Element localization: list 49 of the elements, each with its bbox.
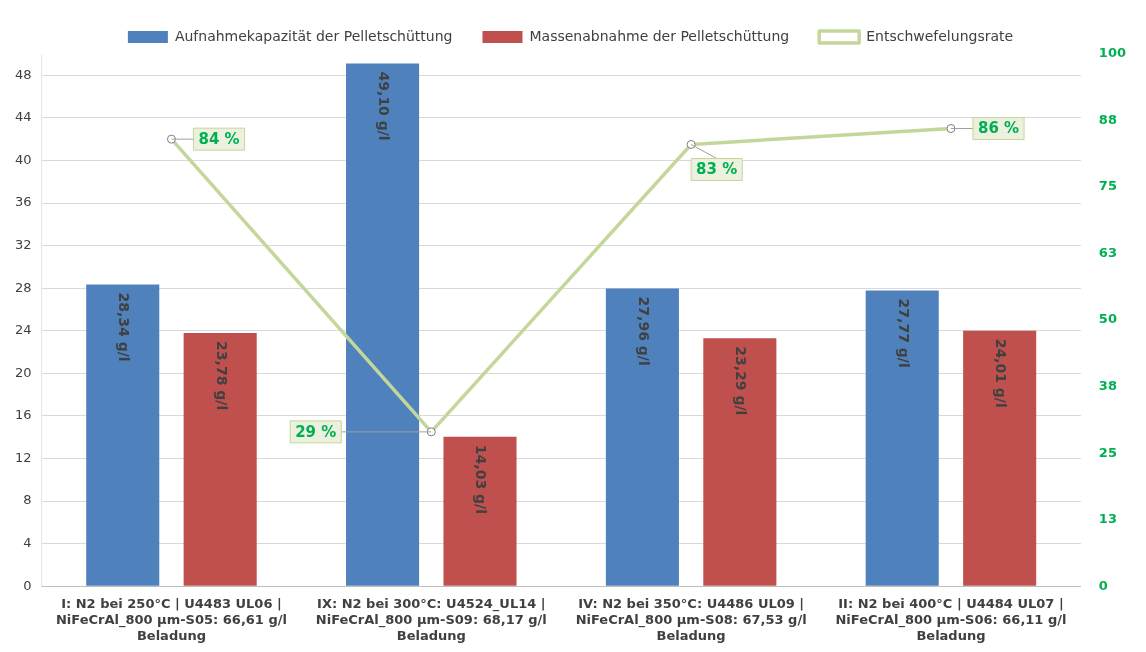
legend-label: Entschwefelungsrate [866,27,1014,44]
data-label: 23,29 g/l [733,346,750,416]
data-label: 27,96 g/l [635,296,652,366]
y2-tick-label: 13 [1098,511,1117,527]
x-tick-label: I: N2 bei 250°C | U4483 UL06 | NiFeCrAl_800 µm-S05: 66,61 g/l Beladung [55,596,287,643]
x-tick-label: IV: N2 bei 350°C: U4486 UL09 | NiFeCrAl_800 µm-S08: 67,53 g/l Beladung [575,596,807,643]
y2-tick-label: 50 [1098,311,1117,327]
y2-tick-label: 25 [1098,444,1117,460]
y2-tick-label: 0 [1098,577,1108,593]
y-tick-label: 16 [15,407,32,423]
data-label: 49,10 g/l [375,71,392,141]
data-label: 28,34 g/l [116,292,133,362]
y2-tick-label: 75 [1098,178,1117,194]
y2-tick-label: 88 [1098,111,1117,127]
y-tick-label: 0 [23,577,32,593]
data-label: 84 % [198,130,240,149]
bar [963,330,1037,586]
data-label: 23,78 g/l [213,341,230,411]
y2-tick-label: 63 [1098,244,1117,260]
x-tick-label: II: N2 bei 400°C | U4484 UL07 | NiFeCrAl_800 µm-S06: 66,11 g/l Beladung [835,596,1067,643]
bar [605,288,679,586]
legend-label: Aufnahmekapazität der Pelletschüttung [174,27,453,44]
bar [183,333,257,586]
y-tick-label: 28 [15,279,32,295]
y-tick-label: 48 [15,66,32,82]
y2-tick-label: 100 [1098,45,1126,61]
data-label: 29 % [295,422,337,441]
y-tick-label: 8 [23,492,32,508]
y-tick-label: 4 [23,535,32,550]
bar [443,436,517,586]
legend-label: Massenabnahme der Pelletschüttung [529,27,790,44]
bar [86,284,160,586]
y2-tick-label: 38 [1098,378,1117,393]
bar [703,338,777,586]
data-label: 14,03 g/l [473,444,490,514]
data-label: 83 % [696,160,738,179]
bar [346,63,420,586]
x-tick-label: IX: N2 bei 300°C: U4524_UL14 | NiFeCrAl_800 µm-S09: 68,17 g/l Beladung [315,596,547,643]
y-tick-label: 44 [15,109,32,125]
data-label: 27,77 g/l [895,298,912,368]
y-tick-label: 32 [15,236,32,252]
bar [865,290,939,586]
y-tick-label: 40 [15,151,32,167]
y-tick-label: 12 [15,449,32,465]
y-tick-label: 36 [15,194,32,210]
data-label: 24,01 g/l [993,338,1010,408]
y-tick-label: 20 [15,364,32,380]
y-tick-label: 24 [15,322,32,338]
data-label: 86 % [977,119,1020,138]
